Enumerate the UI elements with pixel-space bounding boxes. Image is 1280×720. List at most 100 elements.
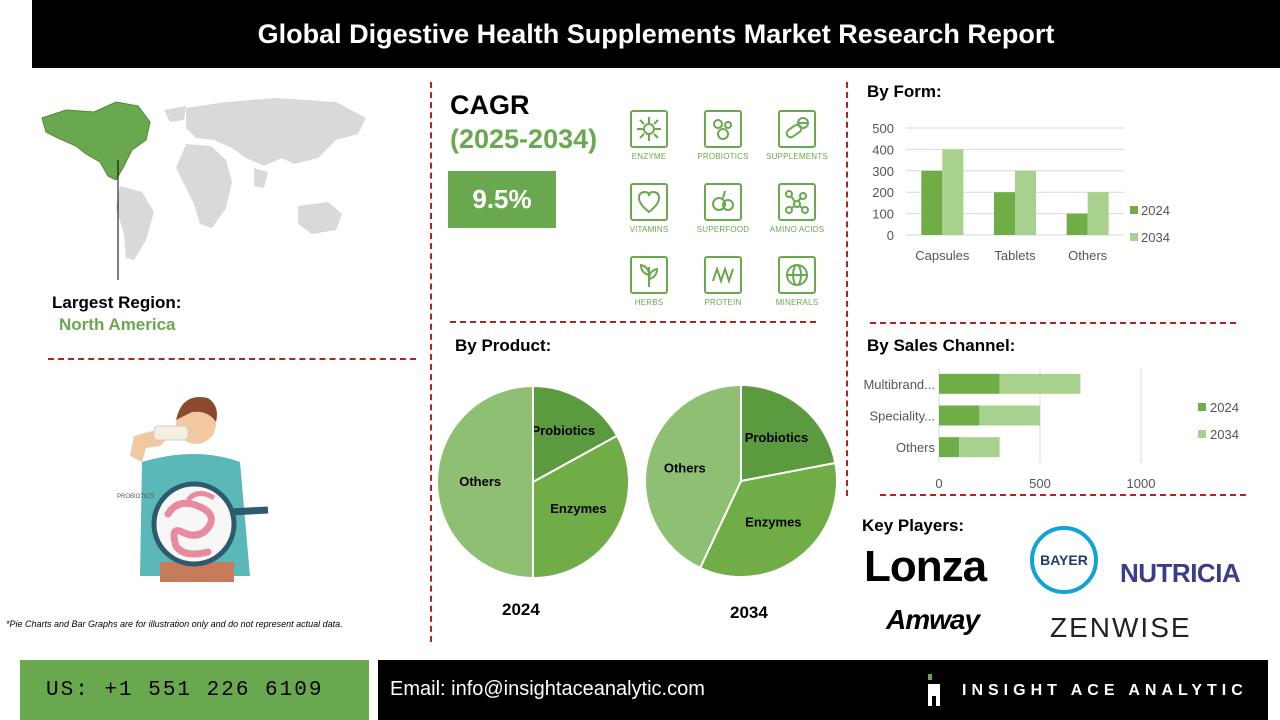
icon-label: ENZYME <box>631 152 667 161</box>
superfood-icon <box>704 183 742 221</box>
nutricia-logo: NUTRICIA <box>1120 558 1241 588</box>
probiotics-tile: PROBIOTICS <box>686 110 760 172</box>
pie-slice-probiotics <box>532 385 619 484</box>
footer-bar: Email: info@insightaceanalytic.com INSIG… <box>378 660 1268 720</box>
x-tick-label: 500 <box>1029 476 1051 491</box>
herbs-tile: HERBS <box>612 256 686 318</box>
y-tick-label: Speciality... <box>869 409 935 424</box>
herbs-icon <box>630 256 668 294</box>
legend-swatch-2034 <box>1130 233 1138 241</box>
x-tick-label: Capsules <box>915 248 970 263</box>
y-tick-label: 500 <box>872 121 894 136</box>
supplements-tile: SUPPLEMENTS <box>760 110 834 172</box>
pie-chart-2024: Probiotics Enzymes Others <box>436 385 630 579</box>
divider-vertical-right <box>846 82 848 496</box>
by-product-title: By Product: <box>455 336 552 355</box>
pie-label: Others <box>664 460 706 475</box>
supplements-icon <box>778 110 816 148</box>
x-tick-label: Others <box>1068 248 1108 263</box>
legend-label: 2024 <box>1210 400 1239 415</box>
icon-label: SUPERFOOD <box>696 225 750 234</box>
legend-swatch-2034 <box>1198 430 1206 438</box>
divider-center <box>450 321 816 323</box>
x-tick-label: 1000 <box>1127 476 1156 491</box>
pie-label: Probiotics <box>532 423 596 438</box>
contact-email[interactable]: Email: info@insightaceanalytic.com <box>390 678 705 700</box>
y-tick-label: 200 <box>872 185 894 200</box>
protein-tile: PROTEIN <box>686 256 760 318</box>
bar-2024-0 <box>939 373 1000 394</box>
cagr-label: CAGR <box>450 90 530 120</box>
icon-label: PROBIOTICS <box>697 152 749 161</box>
pie-label: Enzymes <box>550 501 606 516</box>
bayer-logo: BAYER <box>1030 526 1098 594</box>
bar-2024-tablets <box>994 192 1015 235</box>
legend-swatch-2024 <box>1198 403 1206 411</box>
by-form-chart: 0 100 200 300 400 500 Capsules Tablets Others 202… <box>872 121 1170 263</box>
bar-2034-tablets <box>1015 170 1036 235</box>
pie-slice-enzymes <box>698 461 838 578</box>
pie-slice-probiotics <box>740 384 837 483</box>
minerals-tile: MINERALS <box>760 256 834 318</box>
bar-2034-others <box>1087 192 1109 235</box>
bar-2034-1 <box>979 405 1040 426</box>
pie-year-2034: 2034 <box>730 603 768 622</box>
y-tick-label: 400 <box>872 142 894 157</box>
icon-label: VITAMINS <box>629 225 669 234</box>
y-tick-label: Others <box>896 440 936 455</box>
legend-label: 2024 <box>1141 203 1170 218</box>
brand-logo-icon <box>928 674 940 706</box>
zenwise-logo: ZENWISE <box>1050 612 1192 643</box>
divider-vertical-left <box>430 82 432 642</box>
by-sales-channel-chart: 0 500 1000 Multibrand... Speciality... Others… <box>863 368 1239 491</box>
bar-2024-others <box>1066 213 1088 235</box>
largest-region-label: Largest Region: <box>52 293 182 312</box>
bar-2024-2 <box>939 437 960 458</box>
bar-2024-capsules <box>921 170 943 235</box>
x-tick-label: Tablets <box>994 248 1036 263</box>
by-sales-channel-title: By Sales Channel: <box>867 336 1016 355</box>
brand-name: INSIGHT ACE ANALYTIC <box>962 682 1248 699</box>
icon-label: HERBS <box>634 298 664 307</box>
bayer-logo-text: BAYER <box>1040 552 1088 568</box>
person-digestion-illustration <box>130 396 269 582</box>
pie-slice-enzymes <box>532 434 630 579</box>
superfood-tile: SUPERFOOD <box>686 183 760 245</box>
y-tick-label: Multibrand... <box>863 377 935 392</box>
divider-right-bottom <box>880 494 1246 496</box>
minerals-icon <box>778 256 816 294</box>
pie-slice-others <box>644 384 742 570</box>
footnote: *Pie Charts and Bar Graphs are for illus… <box>6 619 343 629</box>
pie-year-2024: 2024 <box>502 600 540 619</box>
lonza-logo: Lonza <box>864 542 987 591</box>
pie-chart-2034: Probiotics Enzymes Others <box>644 384 838 578</box>
key-players-title: Key Players: <box>862 516 965 535</box>
largest-region-value: North America <box>59 315 176 334</box>
icon-label: AMINO ACIDS <box>769 225 825 234</box>
cagr-value: 9.5% <box>448 171 556 228</box>
icon-label: SUPPLEMENTS <box>766 152 828 161</box>
legend-label: 2034 <box>1210 427 1239 442</box>
divider-left <box>48 358 416 360</box>
amino-acids-tile: AMINO ACIDS <box>760 183 834 245</box>
icon-label: MINERALS <box>775 298 819 307</box>
illustration-caption: PROBIOTICS <box>117 494 155 500</box>
cagr-period: (2025-2034) <box>450 124 598 154</box>
bar-2034-0 <box>999 373 1081 394</box>
bar-2024-1 <box>939 405 980 426</box>
bar-2034-capsules <box>942 149 964 235</box>
by-form-title: By Form: <box>867 82 942 101</box>
legend-swatch-2024 <box>1130 206 1138 214</box>
bar-2034-2 <box>959 437 1000 458</box>
y-tick-label: 0 <box>887 228 894 243</box>
enzyme-icon <box>630 110 668 148</box>
amway-logo: Amway <box>886 604 980 635</box>
page-title: Global Digestive Health Supplements Mark… <box>32 0 1280 68</box>
pie-label: Enzymes <box>745 515 801 530</box>
protein-icon <box>704 256 742 294</box>
pie-label: Probiotics <box>745 430 809 445</box>
contact-phone[interactable]: US: +1 551 226 6109 <box>20 660 369 720</box>
enzyme-tile: ENZYME <box>612 110 686 172</box>
pie-label: Others <box>459 474 501 489</box>
icon-label: PROTEIN <box>704 298 742 307</box>
